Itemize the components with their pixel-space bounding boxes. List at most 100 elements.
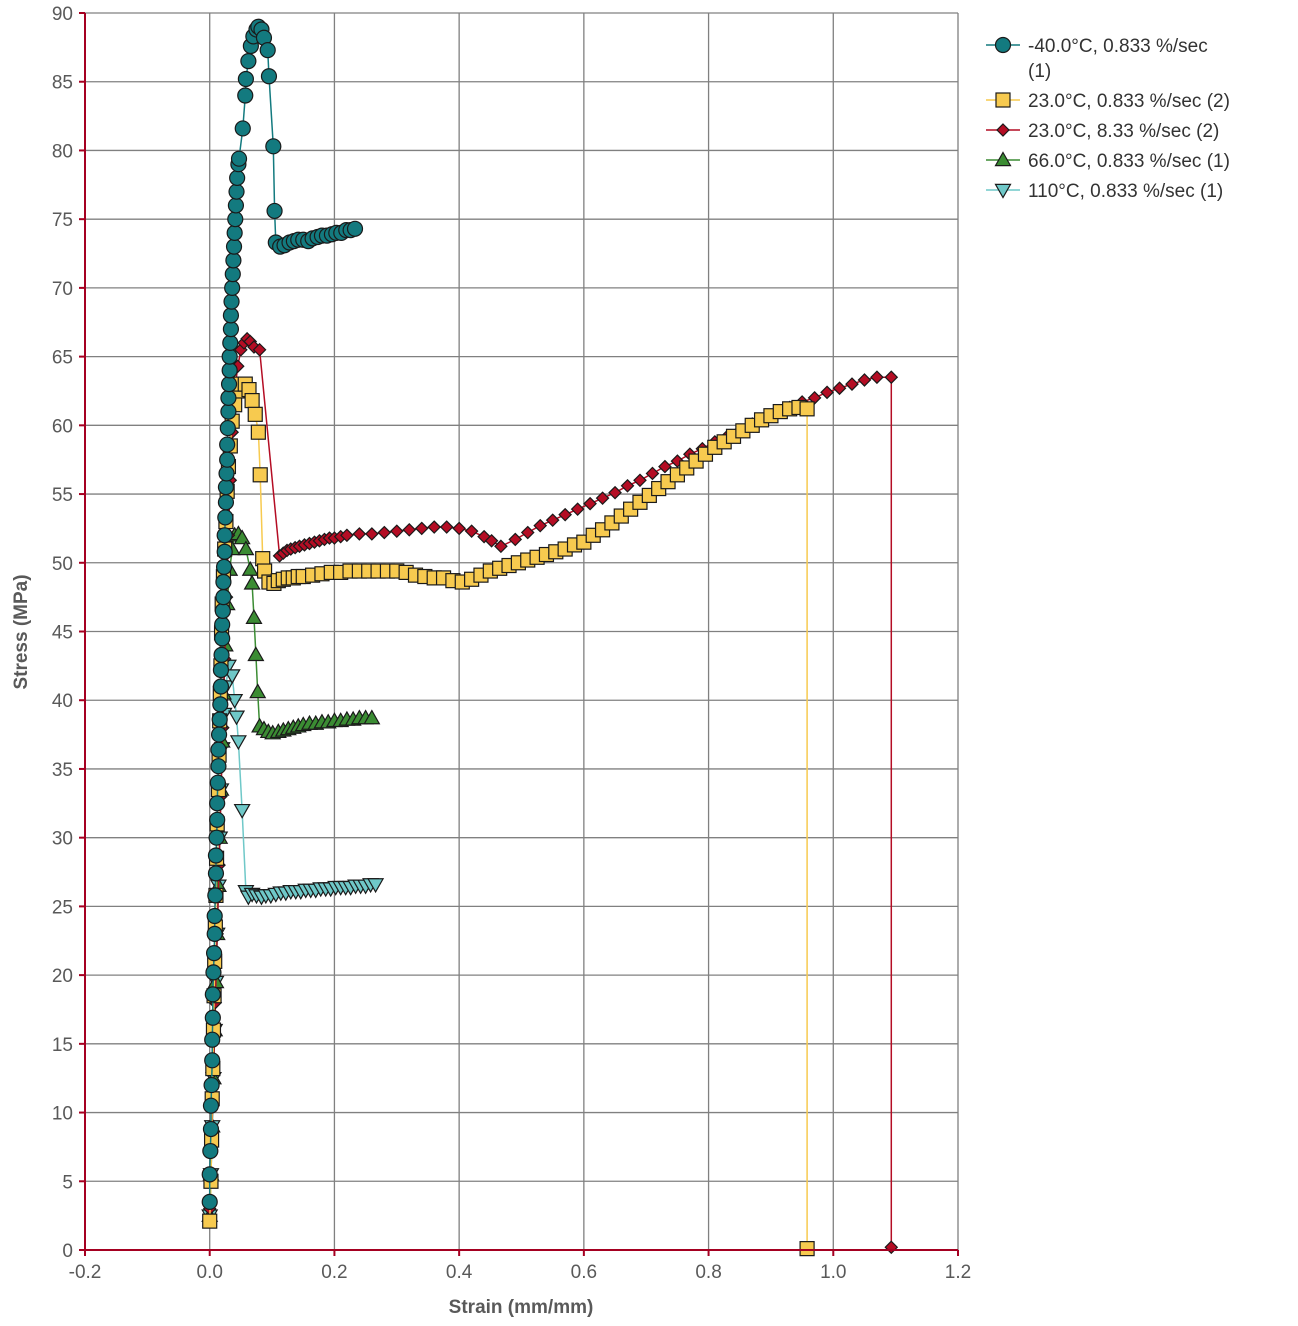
data-point [214, 616, 231, 633]
data-point [203, 1076, 220, 1094]
data-point [237, 540, 255, 556]
y-tick-label: 60 [52, 416, 73, 437]
x-tick-label: 0.4 [446, 1262, 473, 1283]
data-point [226, 224, 243, 242]
data-point [533, 518, 548, 533]
data-point [884, 370, 899, 385]
data-point [377, 525, 392, 540]
y-tick-label: 0 [62, 1241, 73, 1262]
data-point [215, 558, 233, 576]
data-point [247, 646, 265, 662]
data-point [207, 865, 225, 882]
data-point [212, 678, 230, 695]
data-point [202, 1142, 219, 1160]
data-point [202, 1097, 220, 1114]
data-point [570, 502, 585, 517]
legend-label: 23.0°C, 0.833 %/sec (2) [1028, 91, 1230, 112]
data-point [215, 589, 232, 606]
data-point [225, 238, 243, 255]
data-point [244, 392, 260, 409]
data-point [214, 602, 231, 619]
data-point [633, 473, 647, 488]
y-tick-label: 85 [52, 73, 73, 94]
data-point [209, 811, 226, 828]
data-point [202, 1213, 218, 1229]
data-point [237, 87, 254, 104]
data-point [845, 377, 859, 391]
data-point [247, 406, 263, 422]
data-point [234, 120, 251, 137]
data-point [857, 373, 872, 387]
data-point [210, 758, 227, 775]
data-point [439, 520, 454, 534]
legend-label: 23.0°C, 8.33 %/sec (2) [1028, 121, 1219, 142]
data-point [214, 630, 231, 647]
data-point [216, 527, 233, 544]
legend-marker [994, 151, 1012, 167]
data-point [260, 68, 278, 85]
data-point [228, 183, 245, 200]
data-point [820, 385, 834, 400]
y-tick-label: 15 [52, 1035, 73, 1056]
legend-label: 66.0°C, 0.833 %/sec (1) [1028, 151, 1230, 172]
data-point [206, 925, 223, 942]
data-point [252, 467, 268, 483]
data-point [620, 478, 635, 493]
data-point [884, 1240, 899, 1255]
legend-item: 23.0°C, 0.833 %/sec (2) [986, 91, 1230, 112]
data-point [414, 521, 429, 536]
y-tick-label: 80 [52, 141, 73, 162]
data-point [346, 220, 364, 237]
data-point [870, 370, 884, 385]
data-point [201, 1166, 218, 1183]
legend-marker [996, 123, 1010, 137]
data-point [222, 307, 240, 324]
data-point [608, 485, 622, 500]
data-point [216, 543, 233, 560]
data-point [230, 150, 248, 167]
data-point [658, 459, 672, 474]
x-tick-label: 0.8 [695, 1262, 721, 1283]
data-point [452, 521, 466, 536]
data-point [220, 389, 237, 406]
data-point [227, 211, 244, 228]
series-line [208, 533, 372, 1216]
data-point [352, 527, 367, 541]
x-tick-label: 0.2 [321, 1262, 347, 1283]
data-point [202, 1120, 220, 1138]
data-point [207, 887, 224, 904]
data-point [204, 1031, 221, 1048]
y-tick-label: 65 [52, 348, 73, 369]
x-tick-label: 1.0 [820, 1262, 846, 1283]
legend-item: 66.0°C, 0.833 %/sec (1) [986, 151, 1230, 172]
legend-marker [994, 36, 1012, 54]
data-point [250, 424, 266, 440]
data-point [206, 907, 223, 925]
data-point [243, 574, 261, 590]
legend-label: -40.0°C, 0.833 %/sec [1028, 36, 1208, 57]
data-point [241, 560, 259, 576]
legend-item: -40.0°C, 0.833 %/sec (1) [986, 36, 1208, 82]
data-point [249, 683, 267, 699]
data-point [220, 376, 238, 393]
data-point [211, 711, 228, 728]
legend-marker [995, 92, 1011, 108]
data-point [520, 525, 535, 540]
series-1 [201, 18, 364, 1210]
data-point [219, 436, 236, 453]
data-point [484, 533, 499, 548]
data-point [225, 252, 242, 269]
series-line [208, 665, 376, 1216]
data-point [558, 507, 572, 522]
data-point [229, 169, 246, 187]
y-tick-label: 70 [52, 279, 73, 300]
y-tick-label: 45 [52, 623, 73, 644]
data-point [215, 573, 232, 591]
y-tick-label: 35 [52, 760, 73, 781]
data-point [464, 524, 479, 539]
grid-lines [85, 12, 959, 1250]
data-point [208, 829, 225, 846]
data-point [212, 696, 229, 713]
x-tick-labels: -0.2 0.0 0.2 0.4 0.6 0.8 1.0 1.2 [69, 1262, 972, 1283]
